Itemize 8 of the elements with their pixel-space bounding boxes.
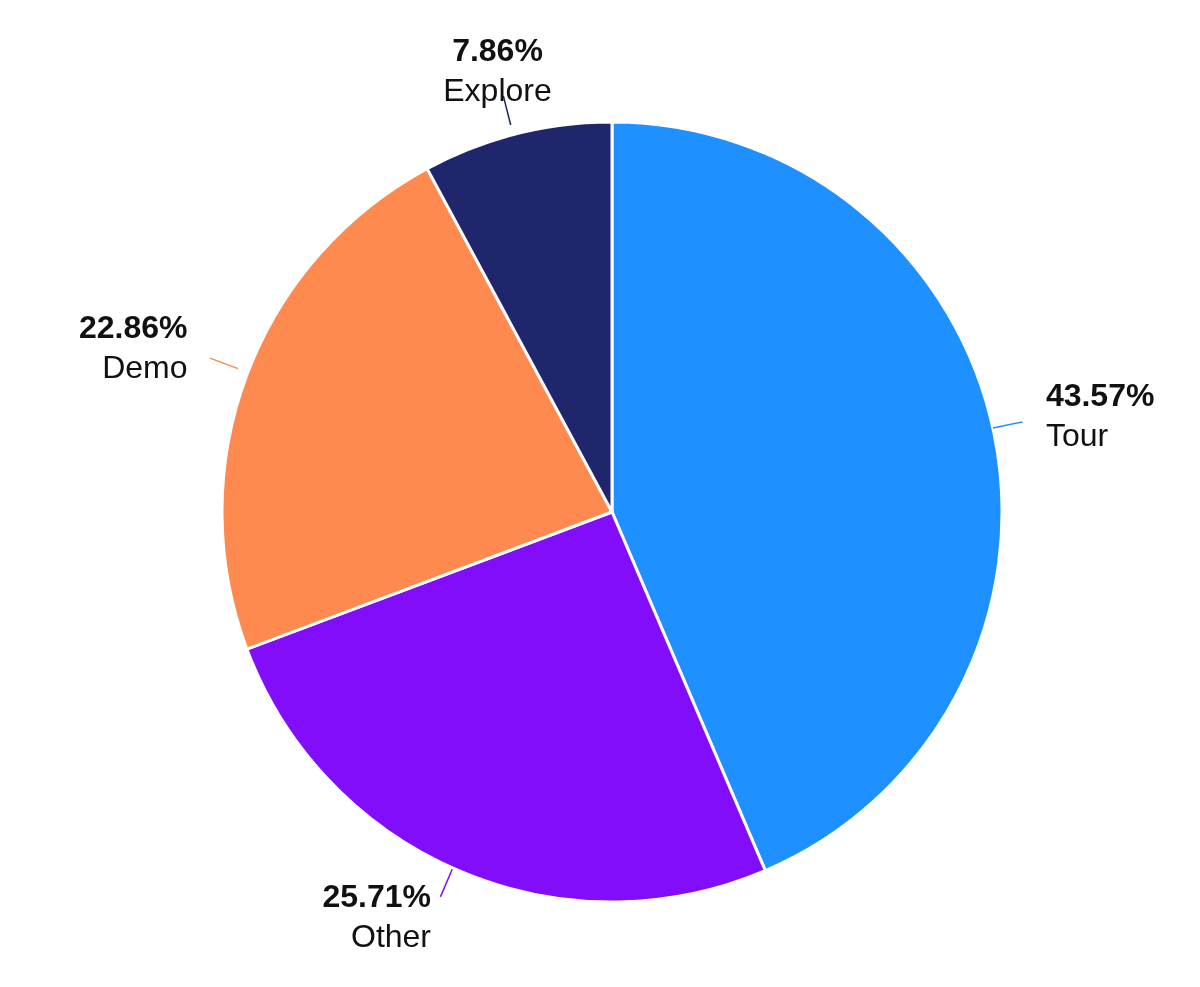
slice-label: Tour (1045, 416, 1109, 453)
data-label: 25.71% (322, 878, 432, 915)
data-label: 43.57% (1045, 376, 1155, 413)
slice-label: Demo (102, 349, 188, 386)
data-label: 22.86% (78, 309, 188, 346)
slice-label: Explore (443, 72, 552, 109)
data-label: 7.86% (452, 32, 543, 69)
slice-label: Other (350, 918, 432, 955)
